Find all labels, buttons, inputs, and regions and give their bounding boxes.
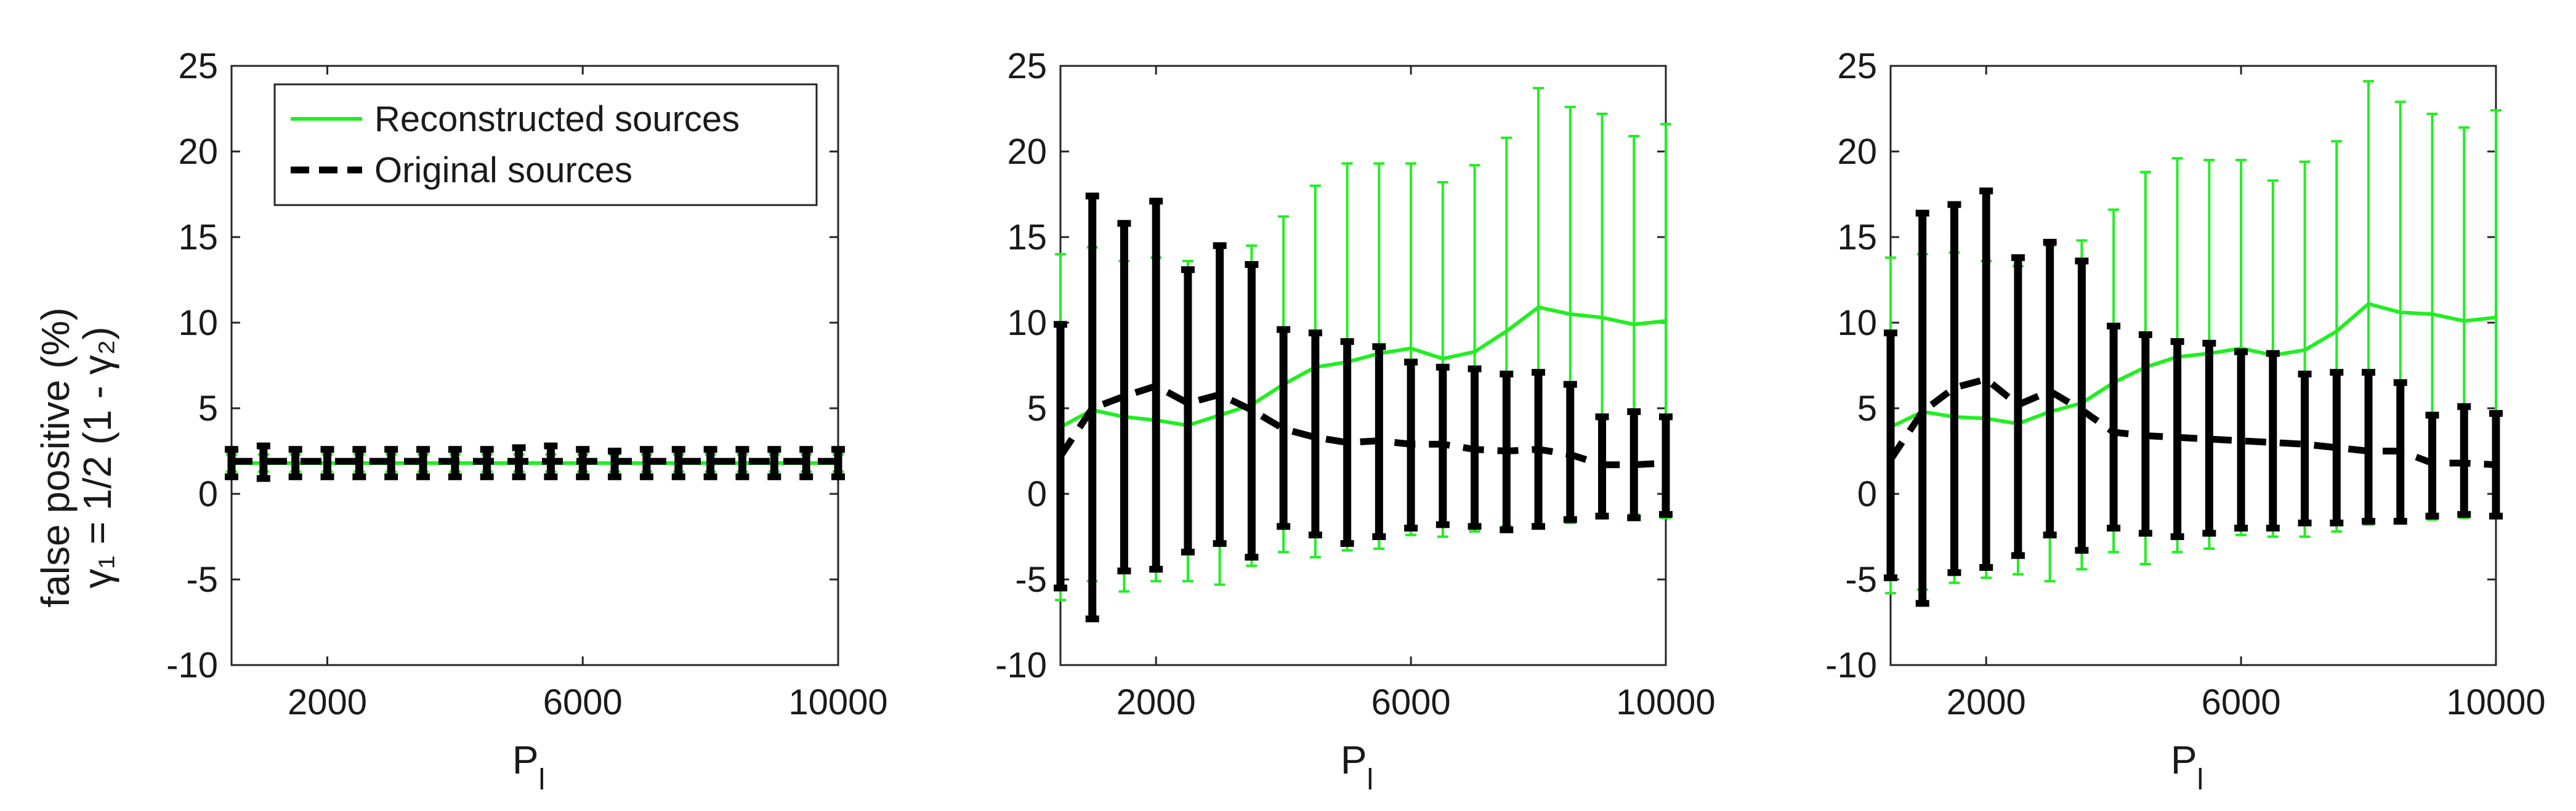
y-tick-label: 15	[1007, 217, 1047, 257]
y-tick-label: 0	[1857, 474, 1877, 514]
chart-panel-3: -10 -5 0 5 10 15 20 25 2000 6000 10000 Pl	[1825, 46, 2545, 796]
y-tick-label: 10	[1837, 303, 1877, 343]
y-tick-label: 0	[1027, 474, 1047, 514]
x-tick-label: 2000	[1116, 682, 1196, 722]
x-tick-label: 10000	[788, 682, 887, 722]
x-tick-label: 2000	[288, 682, 367, 722]
y-tick-label: -5	[186, 560, 218, 600]
legend-label-original: Original sources	[374, 150, 632, 190]
y-tick-label: -5	[1845, 560, 1877, 600]
y-tick-label: 20	[1837, 132, 1877, 172]
x-axis-label: Pl	[2171, 738, 2203, 796]
reconstructed-line	[1059, 305, 1666, 429]
y-tick-label: -5	[1015, 560, 1047, 600]
x-axis-label: Pl	[1341, 738, 1373, 796]
legend: Reconstructed sources Original sources	[273, 83, 818, 206]
y-tick-label: -10	[1825, 645, 1877, 685]
y-tick-label: 20	[1007, 132, 1047, 172]
y-tick-label: 5	[1027, 389, 1047, 429]
x-tick-label: 6000	[1371, 682, 1451, 722]
reconstructed-line	[1889, 302, 2497, 429]
chart-panel-1: -10 -5 0 5 10 15 20 25 2000 6000 10000 Pl Reconstruc…	[166, 46, 887, 796]
original-line	[1057, 382, 1666, 469]
y-tick-label: 25	[1007, 46, 1047, 86]
x-tick-label: 10000	[1616, 682, 1715, 722]
y-axis-label-line2: γ₁ = 1/2 (1 - γ₂)	[75, 326, 119, 588]
chart-panel-2: -10 -5 0 5 10 15 20 25 2000 6000 10000 Pl	[995, 46, 1715, 796]
y-tick-label: 25	[178, 46, 218, 86]
x-tick-label: 2000	[1947, 682, 2026, 722]
y-tick-label: 5	[198, 389, 218, 429]
y-tick-label: 10	[1007, 303, 1047, 343]
x-axis-label: Pl	[512, 738, 545, 796]
x-tick-label: 6000	[2202, 682, 2281, 722]
plot-area-frame	[1889, 65, 2497, 666]
y-tick-label: 0	[198, 474, 218, 514]
y-tick-label: 10	[178, 303, 218, 343]
y-tick-label: 25	[1837, 46, 1877, 86]
y-tick-label: 15	[1837, 217, 1877, 257]
y-tick-label: -10	[166, 645, 218, 685]
x-tick-label: 10000	[2446, 682, 2545, 722]
plot-area-frame	[1059, 65, 1667, 666]
y-tick-label: -10	[995, 645, 1047, 685]
y-tick-label: 5	[1857, 389, 1877, 429]
x-tick-label: 6000	[543, 682, 623, 722]
legend-box	[273, 83, 818, 206]
y-axis-label-line1: false positive (%)	[33, 307, 78, 607]
y-tick-label: 20	[178, 132, 218, 172]
legend-label-reconstructed: Reconstructed sources	[374, 99, 740, 139]
original-line	[1888, 375, 2497, 469]
y-tick-label: 15	[178, 217, 218, 257]
